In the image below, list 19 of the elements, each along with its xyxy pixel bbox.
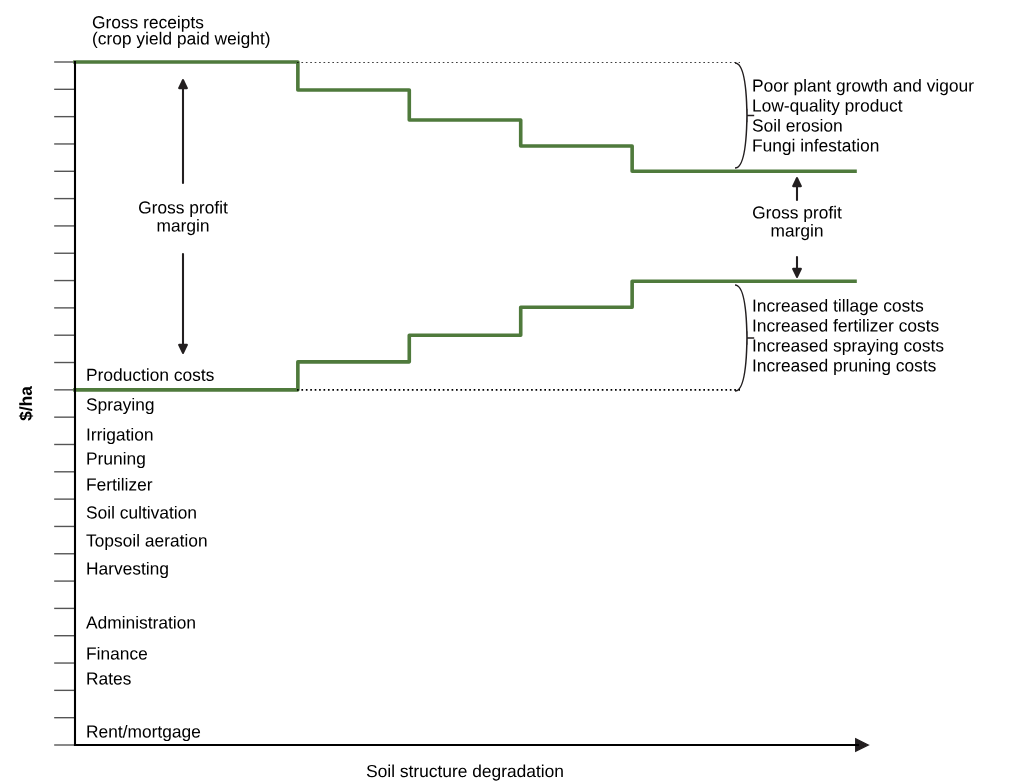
series-label: Production costs <box>87 368 214 381</box>
y-axis-title: $/ha <box>18 386 34 421</box>
annotation: Increased tillage costs Increased fertilizer costs Increased spraying costs Increased pruning costs <box>753 298 944 376</box>
annotation: Fertilizer <box>87 477 153 491</box>
annotation: Topsoil aeration <box>86 533 207 551</box>
annotation: Pruning <box>87 451 145 469</box>
annotation: Gross profit margin <box>753 205 842 241</box>
annotation: Gross profit margin <box>139 200 228 236</box>
annotation: Poor plant growth and vigour Low-quality product Soil erosion Fungi infestation <box>752 78 974 156</box>
annotation: Rent/mortgage <box>87 724 201 742</box>
series-label: Gross receipts (crop yield paid weight) <box>92 15 270 48</box>
annotation: Irrigation <box>87 427 153 445</box>
annotation: Administration <box>86 615 195 629</box>
annotation: Finance <box>87 646 147 660</box>
annotation: Soil cultivation <box>86 505 196 519</box>
annotation: Spraying <box>86 397 154 415</box>
annotation: Harvesting <box>87 561 168 579</box>
x-axis-title: Soil structure degradation <box>366 764 563 781</box>
annotation: Rates <box>87 672 131 685</box>
